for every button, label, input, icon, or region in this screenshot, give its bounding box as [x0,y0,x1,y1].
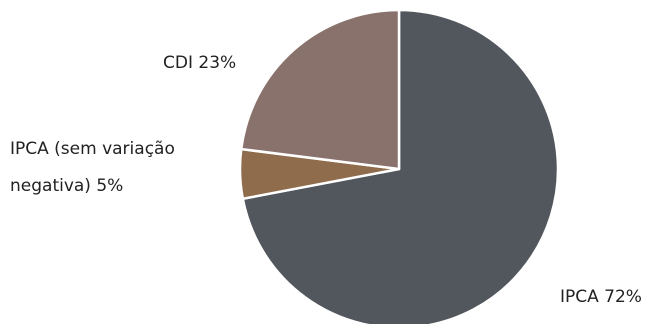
pie-slice-label: IPCA 72% [560,287,642,307]
pie-slice-ipca [241,8,560,328]
pie-slice-cdi [240,8,401,171]
pie-labels: IPCA 72% IPCA (sem variação negativa) 5% CD… [10,53,642,307]
pie-slices [238,8,560,328]
pie-slice-label: IPCA (sem variação negativa) 5% [10,139,175,196]
pie-slice-label: CDI 23% [163,53,236,73]
